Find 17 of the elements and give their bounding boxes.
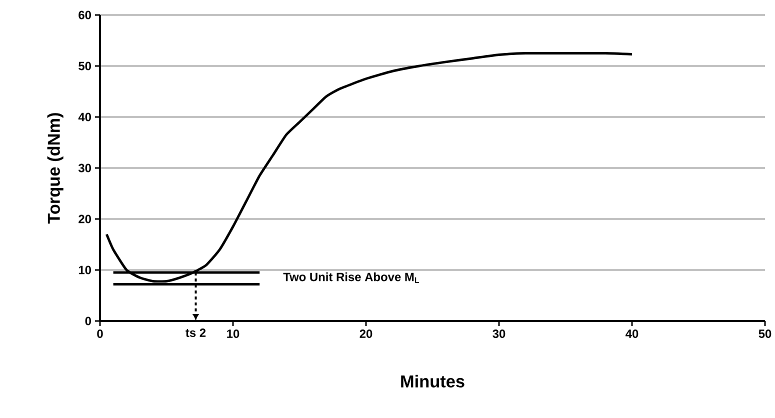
y-tick-label: 30 xyxy=(78,164,91,172)
y-tick-label: 40 xyxy=(78,112,91,122)
ref-line-label: ts 2 xyxy=(186,328,206,337)
y-axis-title: Torque (dNm) xyxy=(47,113,64,224)
x-tick-label: 40 xyxy=(626,330,638,338)
y-tick-label: 0 xyxy=(85,316,91,326)
y-tick-label: 10 xyxy=(78,266,91,274)
x-tick-label: 20 xyxy=(360,330,372,338)
x-tick-label: 50 xyxy=(758,330,772,338)
x-tick-label: 10 xyxy=(227,330,240,338)
y-tick-label: 60 xyxy=(78,10,91,20)
y-tick-label: 20 xyxy=(78,214,91,224)
y-tick-label: 50 xyxy=(78,62,91,70)
x-tick-label: 30 xyxy=(492,330,506,338)
x-tick-label: 0 xyxy=(97,330,103,338)
annotation: Two Unit Rise Above M$_{L}$ xyxy=(283,272,420,283)
x-axis-title: Minutes xyxy=(401,374,464,388)
